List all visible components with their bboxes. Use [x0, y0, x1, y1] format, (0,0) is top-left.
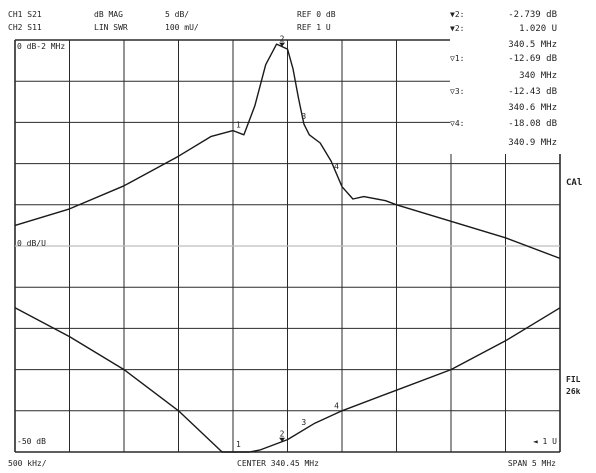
ch1-scale: 5 dB/ — [165, 10, 189, 19]
top-scale-annotation: 0 dB-2 MHz — [17, 42, 65, 51]
marker-symbol: ▽1: — [450, 54, 464, 63]
ch2-scale: 100 mU/ — [165, 23, 199, 32]
marker-symbol: ▼2: — [450, 10, 464, 19]
active-marker-triangle — [279, 437, 286, 442]
marker-label-trace1: 4 — [334, 162, 339, 171]
bottom-scale-annotation: -50 dB — [17, 437, 46, 446]
marker-symbol: ▽3: — [450, 87, 464, 96]
reference-line-annotation: 0 dB/U — [17, 239, 46, 248]
marker-label-trace1: 2 — [280, 35, 285, 44]
marker-symbol: ▼2: — [450, 24, 464, 33]
marker-readout-background — [450, 8, 562, 154]
ch1-ref: REF 0 dB — [297, 10, 336, 19]
marker-symbol: ▽4: — [450, 119, 464, 128]
marker-value: 340.6 MHz — [508, 103, 557, 113]
marker-label-trace2: 4 — [334, 401, 339, 410]
marker-value: -18.08 dB — [508, 119, 557, 129]
trace-s11-swr — [14, 307, 561, 453]
traces — [14, 43, 561, 453]
active-marker-triangle — [279, 42, 286, 47]
marker-label-trace2: 3 — [301, 418, 306, 427]
marker-readout: ▼2: -2.739 dB ▼2: 1.020 U 340.5 MHz ▽1: … — [450, 10, 557, 148]
marker-value: -2.739 dB — [508, 10, 557, 20]
ch2-ref: REF 1 U — [297, 23, 331, 32]
marker-label-trace1: 3 — [301, 112, 306, 121]
marker-label-trace2: 1 — [236, 440, 241, 449]
marker-value: 340.9 MHz — [508, 138, 557, 148]
marker-value: 1.020 U — [519, 24, 557, 34]
cal-indicator: CAl — [566, 178, 582, 188]
marker-value: 340 MHz — [519, 71, 557, 81]
marker-value: -12.69 dB — [508, 54, 557, 64]
ch1-format: dB MAG — [94, 10, 123, 19]
footer-center-frequency: CENTER 340.45 MHz — [237, 459, 319, 468]
footer-span: SPAN 5 MHz — [508, 459, 556, 468]
footer-per-division: 500 kHz/ — [8, 459, 47, 468]
marker-value: 340.5 MHz — [508, 40, 557, 50]
ch2-reference-annotation: ◄ 1 U — [533, 437, 557, 446]
marker-label-trace2: 2 — [280, 430, 285, 439]
bandwidth-indicator: 26k — [566, 387, 581, 396]
marker-labels: 1 1 2 2 3 3 4 4 — [236, 35, 339, 449]
ch2-label: CH2 S11 — [8, 23, 42, 32]
marker-value: -12.43 dB — [508, 87, 557, 97]
ch1-label: CH1 S21 — [8, 10, 42, 19]
filter-indicator: FIL — [566, 375, 581, 384]
marker-label-trace1: 1 — [236, 121, 241, 130]
ch2-format: LIN SWR — [94, 23, 128, 32]
trace-s21-db — [14, 43, 561, 260]
